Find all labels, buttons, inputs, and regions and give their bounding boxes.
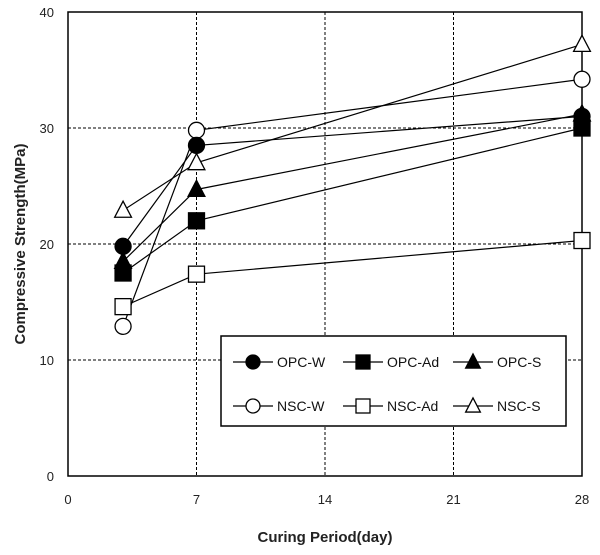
data-point-nsc-ad — [114, 297, 132, 316]
legend-label-nsc-w: NSC-W — [277, 398, 325, 414]
data-point-nsc-w — [187, 121, 206, 139]
x-tick-label: 0 — [64, 492, 71, 507]
legend-marker-opc-w — [245, 354, 261, 370]
data-point-nsc-ad — [187, 265, 206, 283]
legend: OPC-W OPC-Ad OPC-S NSC-W NSC-Ad NSC-S — [220, 335, 567, 427]
legend-marker-opc-s — [464, 352, 482, 369]
data-point-nsc-w — [114, 317, 132, 336]
data-point-opc-s — [113, 250, 133, 269]
series-markers — [113, 33, 592, 336]
tick-labels: 0 10 20 30 40 0 7 14 21 28 — [40, 5, 590, 507]
y-tick-label: 40 — [40, 5, 54, 20]
data-point-nsc-w — [573, 70, 591, 88]
data-point-opc-ad — [573, 119, 591, 137]
data-point-nsc-ad — [573, 231, 591, 250]
y-tick-label: 20 — [40, 237, 54, 252]
legend-box — [220, 335, 567, 427]
legend-marker-opc-ad — [355, 354, 371, 370]
data-point-opc-s — [187, 178, 206, 198]
x-tick-label: 28 — [575, 492, 589, 507]
x-tick-label: 7 — [193, 492, 200, 507]
data-point-nsc-s — [187, 152, 206, 171]
legend-label-nsc-ad: NSC-Ad — [387, 398, 438, 414]
y-tick-label: 0 — [47, 469, 54, 484]
y-tick-label: 10 — [40, 353, 54, 368]
legend-label-opc-w: OPC-W — [277, 354, 326, 370]
legend-marker-nsc-s — [464, 396, 482, 413]
legend-label-nsc-s: NSC-S — [497, 398, 541, 414]
series-line-nsc-w — [122, 78, 583, 327]
x-tick-label: 21 — [446, 492, 460, 507]
x-axis-title: Curing Period(day) — [257, 529, 392, 546]
legend-label-opc-s: OPC-S — [497, 354, 541, 370]
data-point-opc-s — [572, 103, 592, 122]
legend-marker-nsc-w — [245, 398, 261, 414]
series-lines — [122, 43, 583, 327]
data-point-opc-w — [187, 136, 206, 155]
data-point-nsc-s — [572, 33, 592, 53]
x-tick-label: 14 — [318, 492, 332, 507]
legend-label-opc-ad: OPC-Ad — [387, 354, 439, 370]
y-axis-title: Compressive Strength(MPa) — [12, 144, 29, 345]
legend-marker-nsc-ad — [355, 398, 371, 414]
y-tick-label: 30 — [40, 121, 54, 136]
data-point-opc-ad — [187, 212, 206, 230]
data-point-nsc-s — [113, 199, 133, 218]
